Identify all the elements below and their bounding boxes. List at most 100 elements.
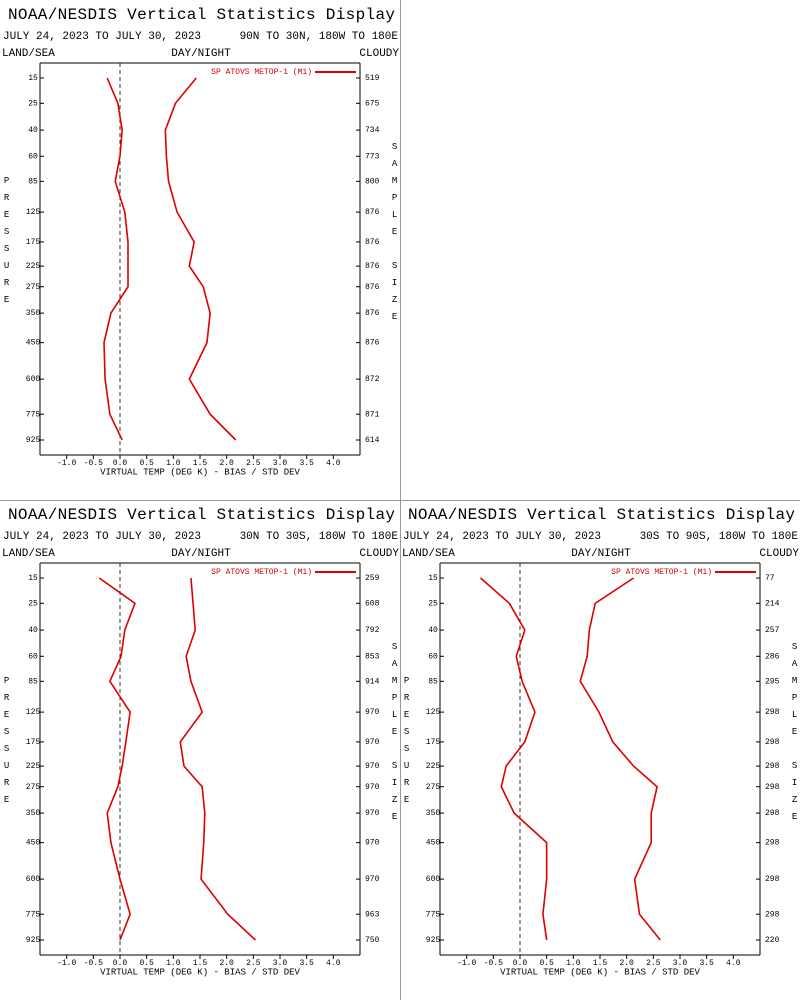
x-tick-label: 0.5 [539,959,554,968]
x-tick-label: 1.5 [193,959,208,968]
y-axis-label: PRESSURE [2,176,12,312]
bias-line [98,577,136,941]
day-night: DAY/NIGHT [571,548,631,560]
sample-size-label: 970 [365,762,380,771]
x-tick-label: 1.0 [166,959,181,968]
date-range: JULY 24, 2023 TO JULY 30, 2023 [3,531,201,543]
y-tick-label: 925 [26,436,41,445]
sample-size-label: 773 [365,152,380,161]
y-tick-label: 85 [28,177,38,186]
y-tick-label: 15 [428,574,438,583]
x-tick-label: 0.0 [113,459,128,468]
chart-panel: NOAA/NESDIS Vertical Statistics Display J… [2,506,400,977]
sample-size-label: 214 [765,599,780,608]
bias-line [480,577,548,941]
y-axis-label: PRESSURE [402,676,412,812]
y2-axis-label: SAMPLE SIZE [390,642,400,829]
x-tick-label: 4.0 [326,459,341,468]
y-tick-label: 600 [426,875,441,884]
y-tick-label: 600 [26,375,41,384]
y-tick-label: 125 [26,708,41,717]
y-tick-label: 25 [28,599,38,608]
y-tick-label: 225 [426,762,441,771]
sample-size-label: 734 [365,126,380,135]
divider-horizontal [0,500,800,501]
sample-size-label: 298 [765,762,780,771]
sample-size-label: 872 [365,375,380,384]
y-tick-label: 15 [28,574,38,583]
x-axis-label: VIRTUAL TEMP (DEG K) - BIAS / STD DEV [500,967,700,977]
x-tick-label: 3.0 [273,959,288,968]
sample-size-label: 77 [765,574,775,583]
cloud: CLOUDY [359,548,399,560]
sample-size-label: 914 [365,677,380,686]
y-tick-label: 15 [28,74,38,83]
y-tick-label: 40 [28,626,38,635]
y-tick-label: 125 [426,708,441,717]
x-tick-label: 3.5 [699,959,714,968]
sample-size-label: 871 [365,410,380,419]
sample-size-label: 298 [765,738,780,747]
x-tick-label: 2.5 [246,959,261,968]
bias-line [103,77,129,441]
x-tick-label: 1.0 [166,459,181,468]
x-tick-label: 0.0 [513,959,528,968]
y-axis-label: PRESSURE [2,676,12,812]
y-tick-label: 925 [26,936,41,945]
x-tick-label: 0.0 [113,959,128,968]
sample-size-label: 876 [365,309,380,318]
y-tick-label: 40 [428,626,438,635]
y2-axis-label: SAMPLE SIZE [790,642,800,829]
y-tick-label: 225 [26,262,41,271]
y-tick-label: 450 [26,839,41,848]
y-tick-label: 275 [426,783,441,792]
x-tick-label: 4.0 [326,959,341,968]
y-tick-label: 25 [428,599,438,608]
x-tick-label: 2.0 [219,459,234,468]
x-tick-label: -1.0 [457,959,476,968]
land-sea: LAND/SEA [402,548,455,560]
day-night: DAY/NIGHT [171,48,231,60]
y-tick-label: 775 [26,410,41,419]
x-tick-label: 0.5 [139,459,154,468]
y-tick-label: 275 [26,783,41,792]
sample-size-label: 295 [765,677,780,686]
x-tick-label: -0.5 [84,459,103,468]
legend-label: SP ATOVS METOP-1 (M1) [211,68,312,77]
x-tick-label: 1.0 [566,959,581,968]
y-tick-label: 225 [26,762,41,771]
y-tick-label: 125 [26,208,41,217]
x-tick-label: -0.5 [84,959,103,968]
y-tick-label: 925 [426,936,441,945]
x-tick-label: 4.0 [726,959,741,968]
chart-title: NOAA/NESDIS Vertical Statistics Display [408,506,795,524]
y-tick-label: 775 [26,910,41,919]
legend-label: SP ATOVS METOP-1 (M1) [611,568,712,577]
sample-size-label: 298 [765,783,780,792]
x-tick-label: -1.0 [57,959,76,968]
land-sea: LAND/SEA [2,48,55,60]
x-tick-label: -0.5 [484,959,503,968]
sample-size-label: 519 [365,74,380,83]
sample-size-label: 298 [765,809,780,818]
x-tick-label: 3.0 [673,959,688,968]
y-tick-label: 350 [26,809,41,818]
sample-size-label: 750 [365,936,380,945]
sample-size-label: 298 [765,708,780,717]
y-tick-label: 600 [26,875,41,884]
sample-size-label: 970 [365,809,380,818]
x-tick-label: 2.0 [219,959,234,968]
x-tick-label: 2.5 [246,459,261,468]
x-tick-label: 3.5 [299,459,314,468]
x-axis-label: VIRTUAL TEMP (DEG K) - BIAS / STD DEV [100,967,300,977]
y-tick-label: 275 [26,283,41,292]
sample-size-label: 298 [765,839,780,848]
y-tick-label: 25 [28,99,38,108]
sample-size-label: 876 [365,208,380,217]
std-dev-line [579,577,661,941]
sample-size-label: 876 [365,238,380,247]
y2-axis-label: SAMPLE SIZE [390,142,400,329]
sample-size-label: 963 [365,910,380,919]
x-tick-label: 3.0 [273,459,288,468]
